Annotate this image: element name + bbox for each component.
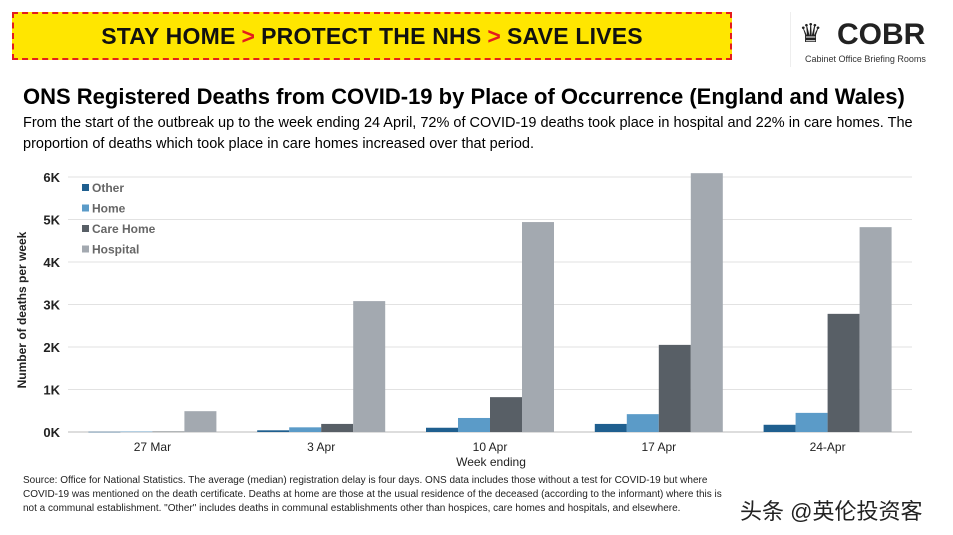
y-tick-label: 4K — [43, 255, 60, 270]
legend-label: Home — [92, 202, 126, 216]
bar-hospital — [690, 173, 723, 433]
royal-crest-icon: ♛ — [799, 18, 823, 48]
bar-other — [257, 430, 290, 432]
bar-care-home — [321, 423, 354, 432]
y-axis-label: Number of deaths per week — [15, 231, 29, 388]
legend-label: Other — [92, 181, 124, 195]
legend-swatch — [82, 225, 89, 232]
banner-text-3: SAVE LIVES — [507, 22, 643, 49]
bar-hospital — [184, 411, 217, 432]
x-tick-label: 3 Apr — [307, 440, 335, 454]
bar-home — [626, 414, 659, 432]
bar-other — [594, 423, 627, 432]
y-tick-label: 1K — [43, 383, 60, 398]
y-tick-label: 0K — [43, 425, 60, 440]
y-tick-label: 3K — [43, 298, 60, 313]
bar-hospital — [859, 227, 892, 432]
watermark: 头条 @英伦投资客 — [740, 499, 923, 524]
banner-text-2: PROTECT THE NHS — [261, 22, 482, 49]
bar-home — [795, 412, 828, 432]
bar-other — [763, 424, 796, 432]
legend-swatch — [82, 204, 89, 212]
x-tick-label: 24-Apr — [810, 440, 846, 454]
x-tick-label: 10 Apr — [473, 440, 508, 454]
x-tick-label: 17 Apr — [641, 440, 676, 454]
description: From the start of the outbreak up to the… — [23, 115, 913, 152]
bar-care-home — [827, 313, 860, 432]
arrow-icon: > — [487, 22, 502, 49]
arrow-icon: > — [241, 22, 256, 49]
x-tick-label: 27 Mar — [134, 440, 171, 454]
page-title: ONS Registered Deaths from COVID-19 by P… — [23, 84, 905, 109]
cobr-logo: ♛ COBR Cabinet Office Briefing Rooms — [790, 12, 941, 67]
banner-text-1: STAY HOME — [101, 22, 236, 49]
legend-swatch — [82, 184, 89, 191]
bar-home — [458, 417, 490, 432]
y-tick-label: 6K — [43, 170, 60, 185]
y-tick-label: 5K — [43, 213, 60, 228]
y-tick-label: 2K — [43, 340, 60, 355]
footnote: Source: Office for National Statistics. … — [23, 475, 722, 514]
x-axis-label: Week ending — [456, 455, 526, 469]
bar-home — [289, 427, 322, 432]
bar-home — [120, 431, 153, 433]
logo-subtitle: Cabinet Office Briefing Rooms — [805, 54, 926, 64]
bar-care-home — [658, 344, 691, 432]
stay-home-banner: STAY HOME > PROTECT THE NHS > SAVE LIVES — [12, 12, 732, 60]
legend-swatch — [82, 245, 89, 253]
legend-label: Hospital — [92, 243, 139, 257]
bar-care-home — [490, 397, 522, 432]
bar-care-home — [152, 431, 185, 433]
legend-label: Care Home — [92, 222, 156, 236]
bar-other — [88, 431, 121, 433]
bar-other — [426, 427, 458, 432]
logo-name: COBR — [837, 18, 926, 51]
bar-hospital — [522, 222, 554, 432]
bar-hospital — [353, 301, 386, 432]
